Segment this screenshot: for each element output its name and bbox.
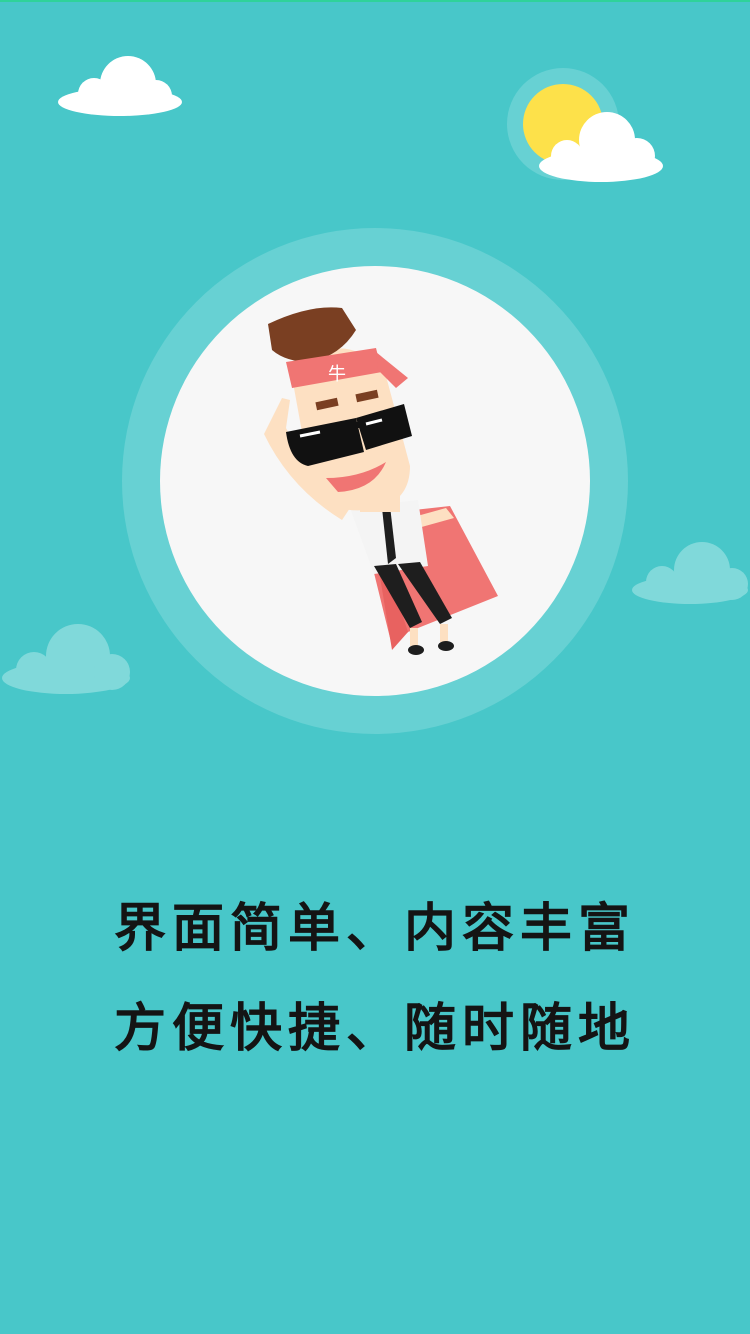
- illustration-disc: 牛: [160, 266, 590, 696]
- headband-char: 牛: [328, 364, 346, 385]
- cloud-icon: [2, 624, 130, 694]
- cloud-icon: [58, 56, 182, 116]
- tagline-line-1: 界面简单、内容丰富: [113, 898, 636, 959]
- superhero-illustration: 牛: [264, 307, 498, 655]
- sun-with-cloud: [505, 68, 715, 198]
- sun-icon: [507, 68, 663, 182]
- tagline-line-2: 方便快捷、随时随地: [113, 998, 636, 1059]
- cloud-icon: [632, 542, 748, 604]
- status-accent-line: [0, 0, 750, 2]
